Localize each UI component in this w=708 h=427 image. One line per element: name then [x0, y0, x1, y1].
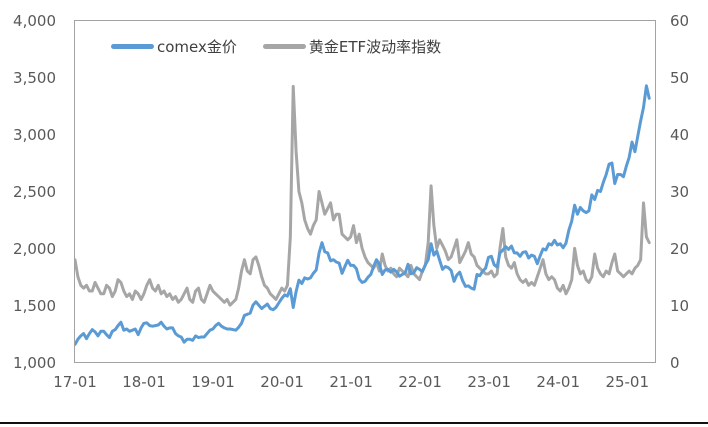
- right-axis-tick-label: 40: [670, 126, 690, 144]
- right-axis-tick-label: 20: [670, 240, 690, 258]
- legend-label-comex-gold: comex金价: [157, 38, 237, 56]
- right-axis-tick-label: 30: [670, 183, 690, 201]
- legend-label-gold-etf-volatility: 黄金ETF波动率指数: [308, 38, 442, 56]
- right-axis-tick-label: 50: [670, 69, 690, 87]
- right-axis-tick-label: 60: [670, 12, 690, 30]
- x-axis-tick-label: 25-01: [605, 373, 650, 391]
- x-axis-tick-label: 19-01: [191, 373, 235, 391]
- x-axis-tick-label: 20-01: [260, 373, 304, 391]
- legend-item-comex-gold: comex金价: [111, 36, 237, 57]
- series-svg: [75, 84, 651, 346]
- x-axis-tick-label: 18-01: [122, 373, 166, 391]
- series-line-gold-etf-volatility: [75, 84, 651, 307]
- left-axis-tick-label: 1,500: [13, 297, 56, 315]
- right-axis-tick-label: 10: [670, 297, 690, 315]
- x-axis-tick-label: 23-01: [467, 373, 511, 391]
- x-axis-tick-label: 24-01: [536, 373, 580, 391]
- left-axis-tick-label: 3,000: [13, 126, 56, 144]
- left-axis-tick-label: 2,500: [13, 183, 56, 201]
- bottom-divider-line: [0, 422, 708, 424]
- x-axis-tick-label: 22-01: [398, 373, 442, 391]
- left-axis-tick-label: 3,500: [13, 69, 56, 87]
- series-line-comex-gold: [75, 84, 651, 346]
- legend: comex金价 黄金ETF波动率指数: [107, 36, 446, 57]
- comex-line-swatch-icon: [111, 44, 154, 49]
- x-axis-tick-label: 21-01: [329, 373, 373, 391]
- legend-item-gold-etf-volatility: 黄金ETF波动率指数: [262, 36, 442, 57]
- right-axis-tick-label: 0: [670, 354, 680, 372]
- plot-area: comex金价 黄金ETF波动率指数: [74, 20, 656, 363]
- left-axis-tick-label: 1,000: [13, 354, 56, 372]
- left-axis-tick-label: 4,000: [13, 12, 56, 30]
- x-axis-tick-label: 17-01: [53, 373, 97, 391]
- volatility-line-swatch-icon: [262, 44, 306, 49]
- left-axis-tick-label: 2,000: [13, 240, 56, 258]
